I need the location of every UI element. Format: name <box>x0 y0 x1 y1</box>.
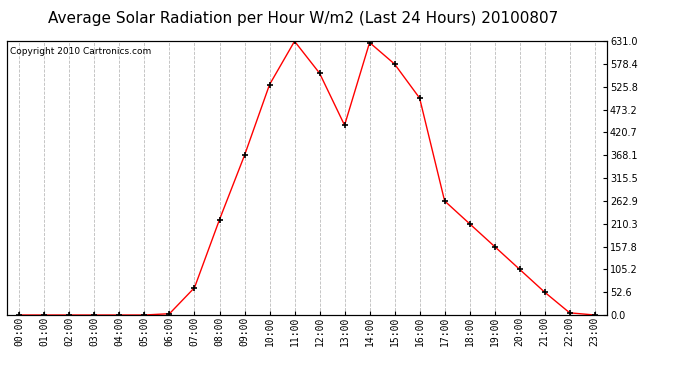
Text: Average Solar Radiation per Hour W/m2 (Last 24 Hours) 20100807: Average Solar Radiation per Hour W/m2 (L… <box>48 11 559 26</box>
Text: Copyright 2010 Cartronics.com: Copyright 2010 Cartronics.com <box>10 47 151 56</box>
